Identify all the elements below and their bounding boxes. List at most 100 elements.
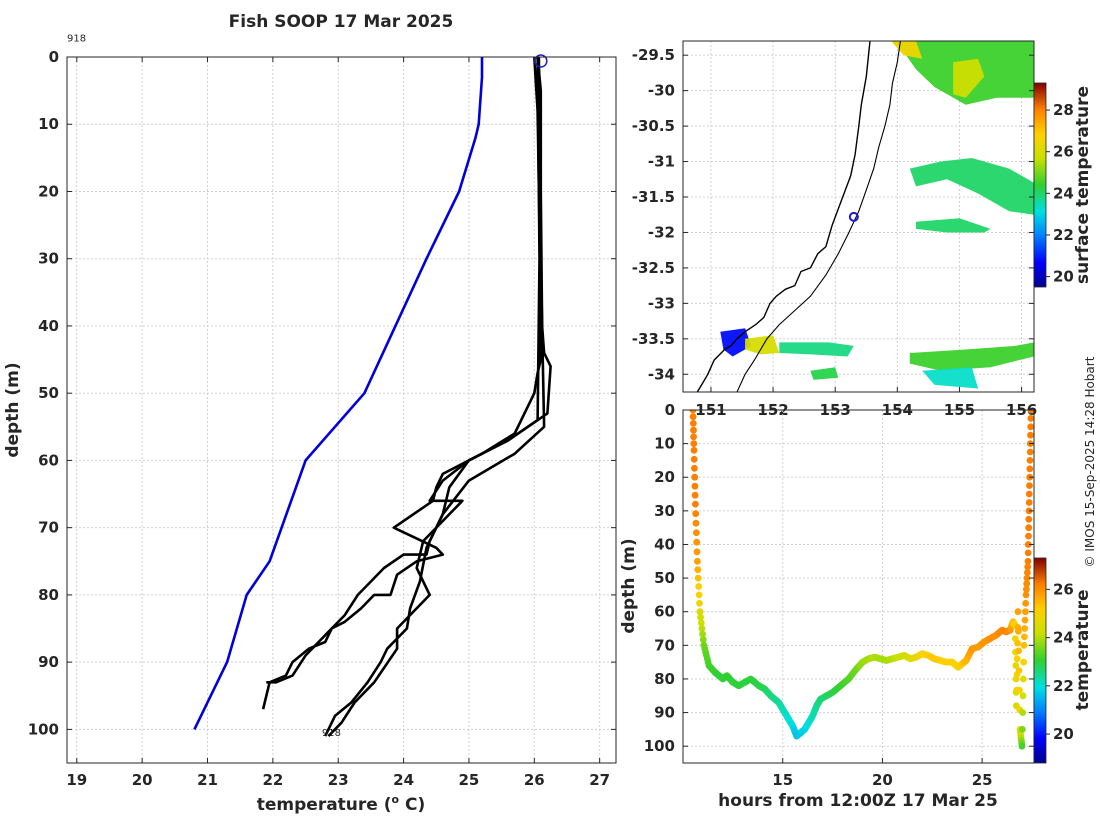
- figure-title: Fish SOOP 17 Mar 2025: [229, 12, 454, 32]
- timeseries-point: [1023, 585, 1030, 593]
- timeseries-x-tick-label: 15: [772, 771, 793, 789]
- profile-x-tick-label: 21: [197, 771, 218, 789]
- timeseries-axes-frame: [682, 409, 1035, 764]
- map-lines: [696, 41, 901, 392]
- profile-y-tick-label: 30: [38, 250, 59, 268]
- timeseries-point: [1027, 410, 1034, 414]
- timeseries-point: [695, 583, 703, 590]
- profile-x-tick-label: 24: [393, 771, 414, 789]
- profile-series: [193, 54, 552, 738]
- profile-y-tick-label: 80: [38, 586, 59, 604]
- timeseries-point: [690, 446, 698, 454]
- sst-patches: [720, 41, 1034, 389]
- timeseries-colorbar-tick-label: 20: [1053, 725, 1074, 743]
- profile-line-cast-2-descent: [261, 56, 543, 710]
- timeseries-y-tick-label: 90: [654, 704, 675, 722]
- timeseries-point: [693, 529, 700, 537]
- timeseries-point: [699, 630, 706, 638]
- sst-patch: [745, 335, 780, 355]
- profile-y-tick-label: 10: [38, 115, 59, 133]
- timeseries-point: [694, 557, 701, 565]
- timeseries-point: [1026, 465, 1034, 473]
- timeseries-point: [1027, 431, 1034, 439]
- profile-panel: 19 20 21 22 23 24 25 26 27 0 10 20 30 40 50 60 70 80 90 100…: [3, 34, 617, 815]
- timeseries-point: [1018, 742, 1026, 750]
- timeseries-point: [694, 574, 702, 582]
- profile-y-tick-label: 60: [38, 451, 59, 469]
- profile-y-tick-label: 70: [38, 519, 59, 537]
- timeseries-point: [1021, 616, 1029, 624]
- profile-start-marker: [534, 54, 548, 68]
- timeseries-point: [1019, 692, 1027, 700]
- timeseries-y-tick-label: 10: [654, 435, 675, 453]
- timeseries-point: [1021, 625, 1029, 632]
- timeseries-colorbar-tick-label: 22: [1053, 677, 1074, 695]
- profile-y-tick-label: 20: [38, 182, 59, 200]
- timeseries-ticks: 15 20 25 0 10 20 30 40 50 60 70 80 90 100: [644, 401, 1034, 789]
- copyright-credit: © IMOS 15-Sep-2025 14:28 Hobart: [1083, 356, 1097, 567]
- timeseries-point: [1015, 647, 1023, 655]
- timeseries-point: [690, 433, 697, 441]
- map-lat-tick-label: -31: [648, 153, 675, 171]
- timeseries-point: [1012, 662, 1020, 669]
- map-lat-tick-label: -32: [648, 223, 675, 241]
- timeseries-y-tick-label: 70: [654, 636, 675, 654]
- timeseries-y-tick-label: 30: [654, 502, 675, 520]
- timeseries-point: [696, 608, 704, 616]
- timeseries-x-tick-label: 25: [972, 771, 993, 789]
- timeseries-colorbar-gradient: [1033, 557, 1047, 764]
- timeseries-point: [1025, 499, 1033, 506]
- map-lat-tick-label: -33: [648, 294, 675, 312]
- map-panel: 151 152 153 154 155 156-29.5-30-30.5-31-31.5-…: [632, 40, 1093, 419]
- timeseries-point: [1024, 557, 1032, 565]
- profile-x-tick-label: 22: [262, 771, 283, 789]
- timeseries-point: [1026, 482, 1033, 489]
- timeseries-point: [689, 413, 697, 421]
- timeseries-point: [699, 636, 707, 644]
- timeseries-point: [697, 619, 705, 627]
- timeseries-point: [1015, 627, 1022, 635]
- timeseries-points: [689, 410, 1034, 750]
- timeseries-grid: [683, 409, 1034, 763]
- profile-annotation: 918: [67, 34, 86, 45]
- timeseries-point: [689, 410, 697, 414]
- isobath-line: [736, 41, 901, 392]
- timeseries-point: [1025, 490, 1033, 498]
- timeseries-point: [1025, 524, 1033, 532]
- timeseries-y-tick-label: 50: [654, 569, 675, 587]
- timeseries-point: [691, 473, 699, 481]
- timeseries-point: [689, 420, 697, 427]
- timeseries-point: [1024, 541, 1032, 548]
- profile-y-axis-label: depth (m): [3, 362, 23, 457]
- timeseries-x-tick-label: 20: [872, 771, 893, 789]
- profile-x-tick-label: 23: [328, 771, 349, 789]
- timeseries-colorbar-tick-label: 26: [1053, 580, 1074, 598]
- map-lat-tick-label: -33.5: [632, 330, 675, 348]
- timeseries-point: [1019, 709, 1027, 716]
- timeseries-point: [1025, 532, 1032, 540]
- timeseries-point: [1026, 448, 1034, 456]
- profile-x-tick-label: 20: [132, 771, 153, 789]
- profile-annotations: 918 918: [67, 34, 341, 740]
- timeseries-point: [690, 440, 698, 447]
- profile-x-axis-label: temperature (o C): [257, 793, 426, 815]
- profile-x-tick-label: 26: [524, 771, 545, 789]
- timeseries-point: [1021, 633, 1028, 641]
- profile-x-tick-label: 19: [66, 771, 87, 789]
- timeseries-point: [691, 491, 699, 499]
- sst-patch: [720, 328, 752, 357]
- timeseries-point: [693, 538, 701, 546]
- map-colorbar-label: surface temperature: [1073, 86, 1093, 284]
- profile-y-tick-label: 50: [38, 384, 59, 402]
- map-lat-tick-label: -34: [648, 365, 675, 383]
- timeseries-point: [1025, 515, 1033, 523]
- timeseries-y-tick-label: 80: [654, 670, 675, 688]
- timeseries-point: [691, 482, 699, 490]
- profile-ticks: 19 20 21 22 23 24 25 26 27 0 10 20 30 40 50 60 70 80 90 100: [28, 48, 616, 789]
- sst-patch: [922, 367, 979, 389]
- timeseries-point: [697, 613, 704, 621]
- timeseries-point: [692, 500, 699, 508]
- timeseries-point: [692, 510, 700, 518]
- timeseries-colorbar: 20 22 24 26: [1033, 557, 1074, 764]
